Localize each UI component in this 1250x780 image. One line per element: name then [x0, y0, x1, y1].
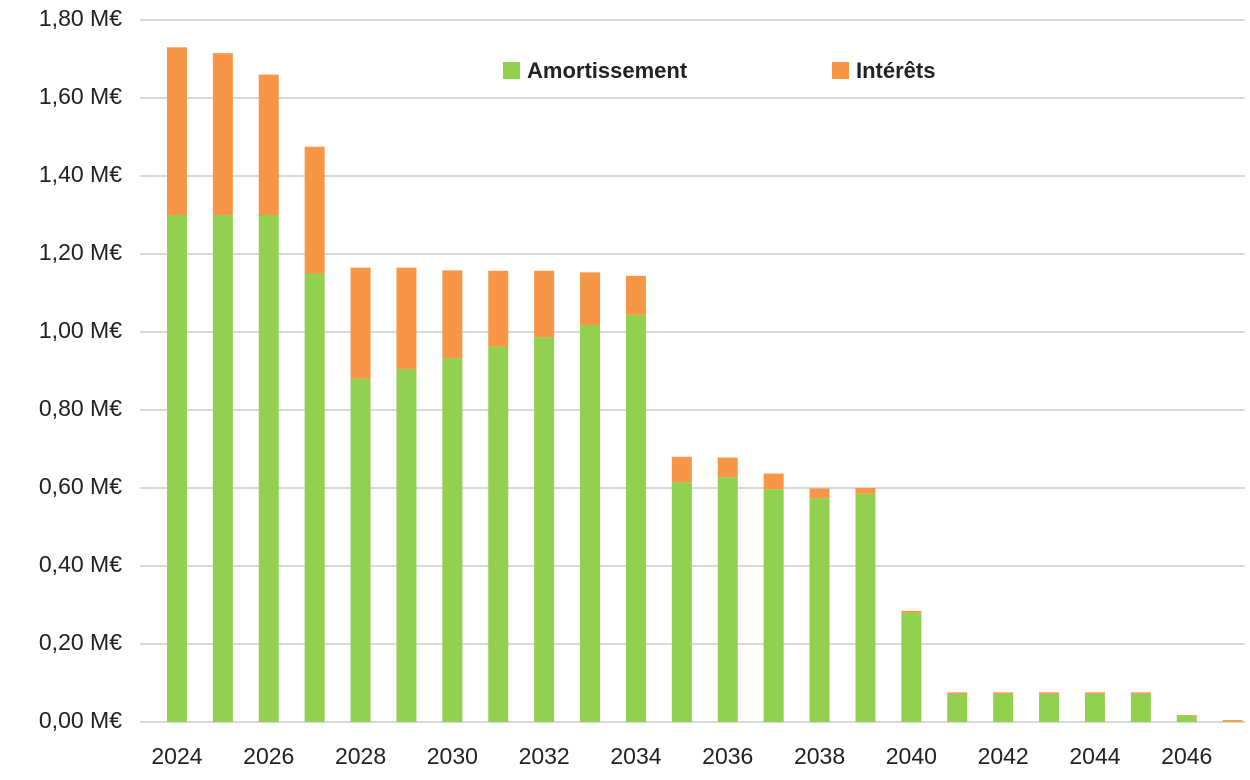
bar-segment	[763, 489, 784, 722]
bar-segment	[809, 488, 830, 499]
x-tick-label: 2026	[243, 743, 294, 769]
bar-segment	[580, 324, 601, 722]
bar-segment	[993, 692, 1014, 694]
x-tick-label: 2034	[610, 743, 661, 769]
legend-label: Intérêts	[856, 58, 935, 83]
bar-segment	[396, 267, 417, 370]
bar-segment	[488, 270, 509, 347]
y-tick-label: 0,40 M€	[39, 551, 122, 577]
legend-swatch	[832, 62, 849, 79]
bar-segment	[442, 358, 463, 722]
y-tick-label: 1,60 M€	[39, 83, 122, 109]
bar-segment	[855, 488, 876, 494]
bar-segment	[304, 146, 325, 274]
bar-segment	[901, 612, 922, 722]
x-tick-label: 2028	[335, 743, 386, 769]
bar-segment	[166, 215, 187, 722]
y-tick-label: 1,80 M€	[39, 5, 122, 31]
bar-segment	[625, 314, 646, 722]
bar-segment	[1222, 720, 1243, 722]
bar-segment	[625, 275, 646, 315]
x-tick-label: 2044	[1069, 743, 1120, 769]
bar-segment	[304, 273, 325, 722]
bar-segment	[534, 337, 555, 722]
x-tick-label: 2030	[427, 743, 478, 769]
bar-segment	[580, 272, 601, 325]
bar-segment	[350, 378, 371, 722]
bar-segment	[442, 270, 463, 359]
bar-segment	[717, 457, 738, 478]
bar-segment	[534, 270, 555, 338]
y-tick-label: 1,20 M€	[39, 239, 122, 265]
bar-segment	[717, 477, 738, 722]
y-tick-label: 0,00 M€	[39, 707, 122, 733]
bar-segment	[212, 215, 233, 722]
bar-segment	[396, 369, 417, 722]
legend-swatch	[503, 62, 520, 79]
x-tick-label: 2032	[519, 743, 570, 769]
bar-segment	[671, 456, 692, 483]
bar-segment	[1084, 693, 1105, 722]
bar-segment	[809, 498, 830, 722]
bar-segment	[1039, 692, 1060, 694]
bar-segment	[763, 473, 784, 490]
bar-segment	[1130, 692, 1151, 694]
x-tick-label: 2046	[1161, 743, 1212, 769]
bar-segment	[1084, 692, 1105, 694]
bar-segment	[1176, 714, 1197, 716]
y-tick-label: 0,20 M€	[39, 629, 122, 655]
bar-segment	[855, 493, 876, 722]
bar-segment	[258, 215, 279, 722]
y-tick-label: 1,40 M€	[39, 161, 122, 187]
y-tick-label: 1,00 M€	[39, 317, 122, 343]
bar-segment	[350, 267, 371, 379]
bar-segment	[947, 692, 968, 694]
y-tick-label: 0,80 M€	[39, 395, 122, 421]
bar-segment	[166, 47, 187, 215]
bar-segment	[1130, 693, 1151, 722]
bar-segment	[671, 482, 692, 722]
x-tick-label: 2042	[978, 743, 1029, 769]
bar-segment	[1176, 715, 1197, 722]
bar-segment	[212, 53, 233, 216]
bar-segment	[993, 693, 1014, 722]
bar-segment	[258, 74, 279, 215]
bar-segment	[947, 693, 968, 722]
legend-label: Amortissement	[527, 58, 688, 83]
y-tick-label: 0,60 M€	[39, 473, 122, 499]
x-tick-label: 2040	[886, 743, 937, 769]
x-tick-label: 2024	[151, 743, 202, 769]
bar-segment	[901, 610, 922, 613]
bar-segment	[488, 346, 509, 722]
bar-segment	[1039, 693, 1060, 722]
x-tick-label: 2036	[702, 743, 753, 769]
x-tick-label: 2038	[794, 743, 845, 769]
